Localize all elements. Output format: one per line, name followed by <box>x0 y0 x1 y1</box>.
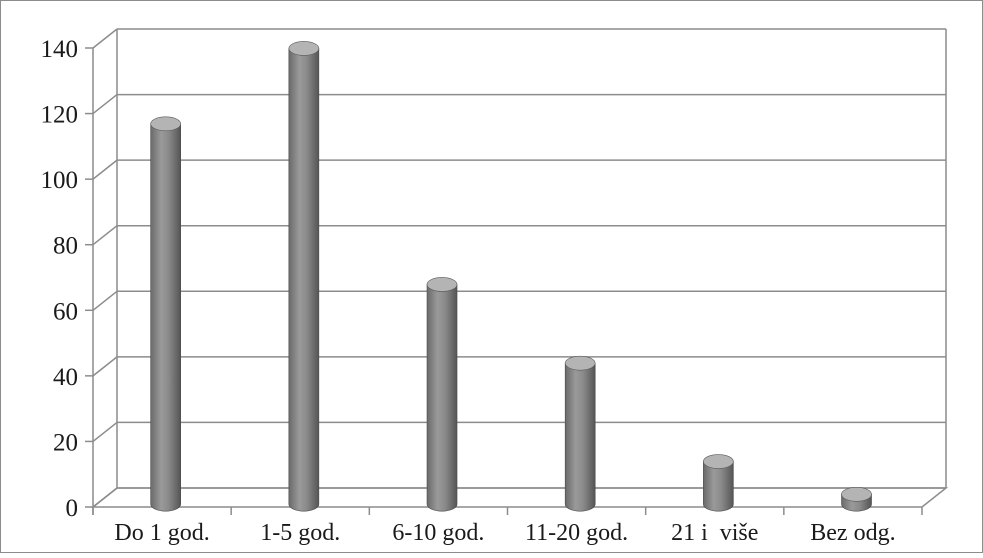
gridline-diagonal <box>93 422 117 441</box>
bar <box>289 41 319 511</box>
x-tick-label: 1-5 god. <box>260 520 340 546</box>
bar-layer <box>151 41 872 511</box>
grid-layer <box>93 29 946 507</box>
gridline-diagonal <box>93 29 117 48</box>
bar <box>565 356 595 511</box>
gridline-diagonal <box>93 291 117 310</box>
y-tick-label: 140 <box>41 36 79 63</box>
x-tick-label: Do 1 god. <box>114 520 209 546</box>
bar <box>703 455 733 512</box>
bar-top <box>151 117 181 131</box>
gridline-diagonal <box>93 160 117 179</box>
bar-top <box>703 455 733 469</box>
bar-top <box>289 41 319 55</box>
x-tick-label: 6-10 god. <box>392 520 484 546</box>
gridline-diagonal <box>93 226 117 245</box>
x-tick-label: 11-20 god. <box>525 520 628 546</box>
y-tick-label: 60 <box>53 298 78 325</box>
bar-top <box>565 356 595 370</box>
y-tick-label: 120 <box>41 102 79 129</box>
y-tick-label: 40 <box>53 364 78 391</box>
y-tick-label: 100 <box>41 167 79 194</box>
bar <box>427 277 457 511</box>
bar <box>842 487 872 511</box>
bar-body <box>151 124 181 511</box>
y-tick-label: 80 <box>53 233 78 260</box>
x-tick-label: Bez odg. <box>810 520 895 546</box>
y-tick-label: 20 <box>53 429 78 456</box>
bar-body <box>565 363 595 511</box>
gridline-diagonal <box>93 95 117 114</box>
axis-layer <box>85 48 946 515</box>
bar-body <box>703 462 733 512</box>
chart-floor <box>93 488 946 507</box>
x-tick-label: 21 i više <box>671 520 758 546</box>
bar <box>151 117 181 511</box>
bar-body <box>289 48 319 511</box>
bar-top <box>427 277 457 291</box>
bar-top <box>842 487 872 501</box>
gridline-diagonal <box>93 357 117 376</box>
y-tick-label: 0 <box>66 495 79 522</box>
bar-body <box>427 284 457 511</box>
